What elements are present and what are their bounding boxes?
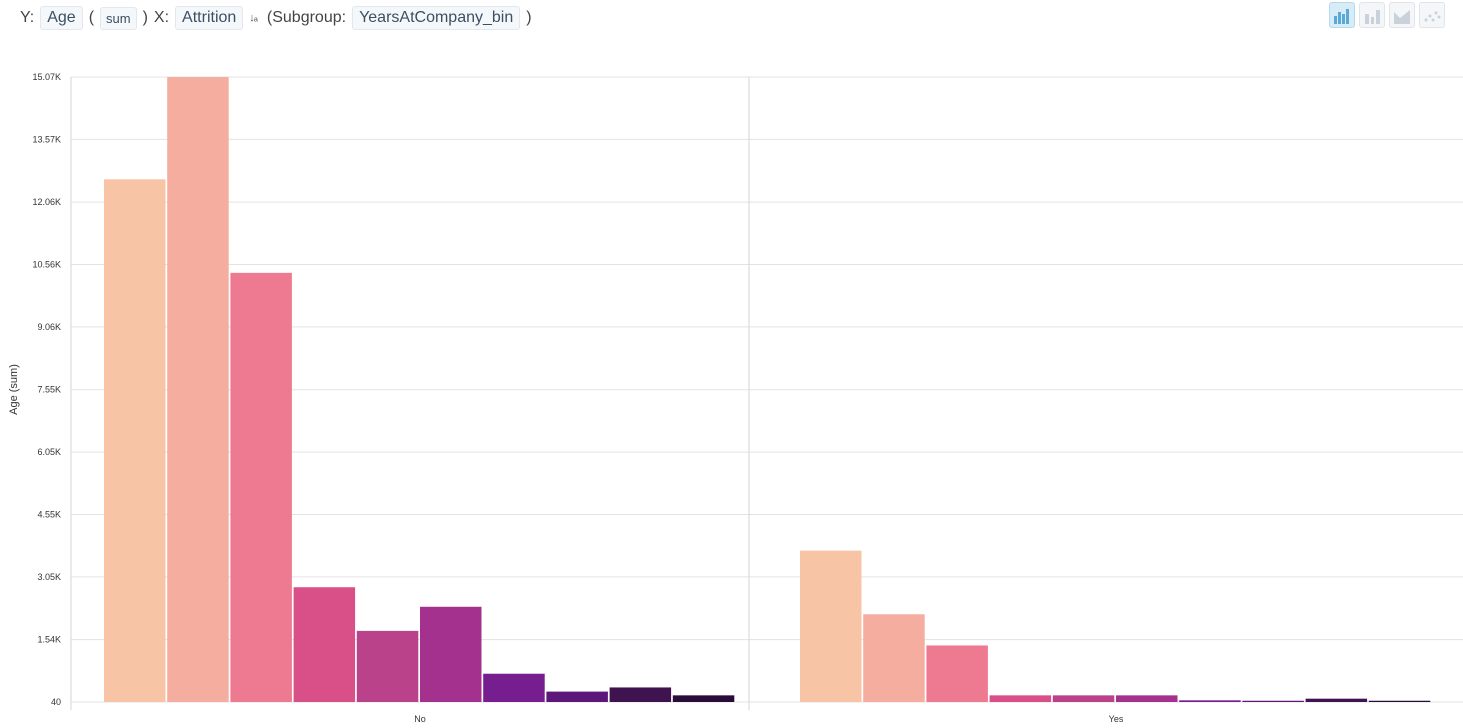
bar [104, 179, 166, 702]
y-axis-title: Age (sum) [8, 364, 20, 415]
bar [1306, 699, 1368, 702]
bar [420, 607, 482, 702]
bar [1116, 695, 1178, 702]
y-tick-label: 9.06K [37, 322, 61, 332]
y-field-selector[interactable]: Age [40, 6, 82, 30]
y-tick-label: 15.07K [32, 72, 61, 82]
bar [294, 587, 356, 702]
y-tick-label: 13.57K [32, 134, 61, 144]
chart-type-switcher [1329, 2, 1445, 28]
y-tick-label: 40 [51, 697, 61, 707]
paren-close: ) [143, 9, 148, 27]
sort-ascending-icon[interactable]: ↓ₐ [249, 12, 257, 24]
x-axis-label: X: [154, 9, 169, 27]
aggregation-selector[interactable]: sum [100, 7, 137, 30]
paren-open: ( [89, 9, 94, 27]
bar [673, 695, 735, 702]
y-tick-label: 6.05K [37, 447, 61, 457]
grouped-bar-chart-icon[interactable] [1329, 2, 1355, 28]
subgroup-field-selector[interactable]: YearsAtCompany_bin [352, 6, 520, 30]
x-tick-label: Yes [1109, 714, 1124, 724]
bar [926, 645, 988, 702]
x-tick-label: No [414, 714, 426, 724]
bar [1242, 701, 1304, 702]
y-axis-label: Y: [20, 9, 34, 27]
x-field-selector[interactable]: Attrition [175, 6, 243, 30]
y-tick-label: 1.54K [37, 635, 61, 645]
bar [167, 77, 229, 702]
bar [1053, 695, 1115, 702]
chart-toolbar: Y: Age ( sum ) X: Attrition ↓ₐ (Subgroup… [20, 4, 538, 32]
bar [483, 674, 545, 702]
bar [990, 695, 1052, 702]
bar [1369, 701, 1431, 702]
bar [230, 273, 292, 702]
stacked-bar-chart-icon[interactable] [1359, 2, 1385, 28]
subgroup-paren-close: ) [526, 9, 531, 27]
y-tick-label: 3.05K [37, 572, 61, 582]
subgroup-label: (Subgroup: [267, 9, 346, 27]
bar [357, 631, 419, 702]
bar [800, 551, 862, 702]
bar [546, 692, 608, 702]
bar [610, 687, 672, 702]
area-chart-icon[interactable] [1389, 2, 1415, 28]
y-tick-label: 4.55K [37, 509, 61, 519]
y-tick-label: 12.06K [32, 197, 61, 207]
bar [1179, 700, 1241, 702]
y-tick-label: 10.56K [32, 260, 61, 270]
bar [863, 614, 925, 702]
scatter-chart-icon[interactable] [1419, 2, 1445, 28]
y-tick-label: 7.55K [37, 385, 61, 395]
